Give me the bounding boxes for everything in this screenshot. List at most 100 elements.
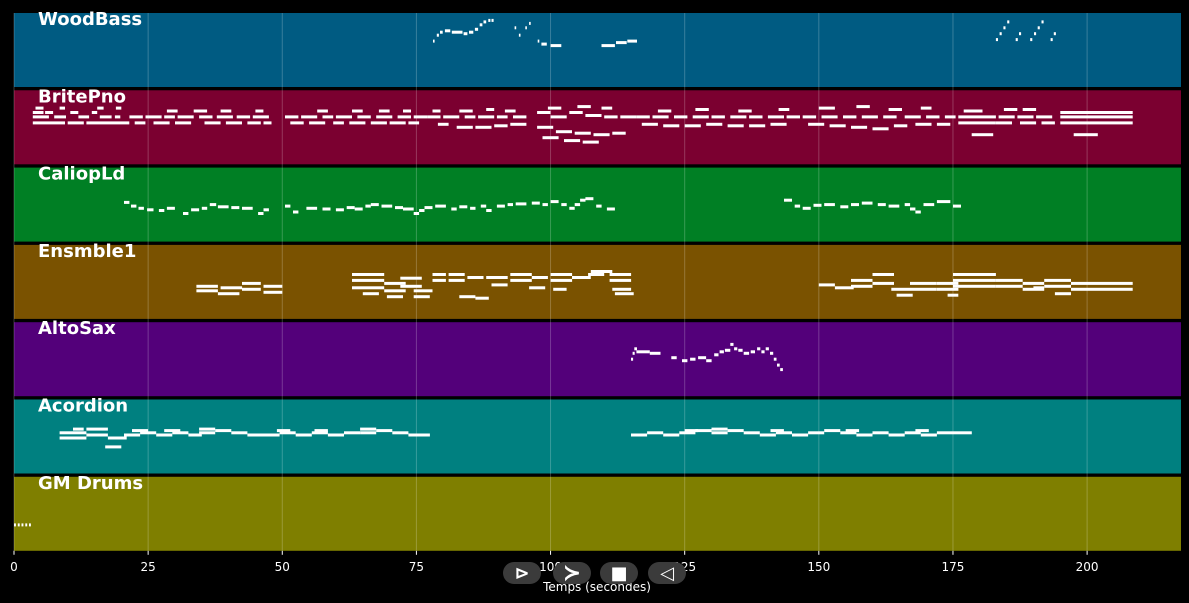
note — [1017, 115, 1034, 119]
note — [247, 433, 264, 437]
track-name-label: BritePno — [38, 86, 126, 107]
note — [1053, 32, 1056, 36]
note — [381, 204, 393, 208]
note — [255, 109, 264, 113]
note — [891, 287, 911, 291]
note — [59, 431, 87, 435]
note — [1034, 32, 1037, 36]
note — [432, 109, 441, 113]
note — [923, 203, 935, 207]
note — [129, 115, 143, 119]
note — [370, 203, 379, 207]
note — [936, 287, 959, 291]
note — [1015, 38, 1018, 42]
play-button[interactable]: ⊳ — [503, 562, 541, 584]
note — [1019, 32, 1022, 36]
note — [550, 273, 573, 276]
note — [627, 39, 637, 43]
note — [403, 109, 411, 113]
note — [510, 122, 527, 126]
note — [963, 109, 983, 113]
note — [352, 286, 385, 290]
note — [679, 431, 696, 435]
x-tick-label: 150 — [807, 560, 830, 574]
note — [542, 203, 548, 207]
note — [32, 121, 65, 125]
note — [322, 207, 331, 211]
note — [936, 200, 951, 204]
note — [877, 203, 886, 207]
note — [384, 289, 406, 293]
note — [86, 433, 108, 437]
note — [158, 209, 165, 212]
note — [97, 106, 104, 110]
note — [999, 32, 1002, 36]
fast-forward-button[interactable]: ≻ — [553, 561, 591, 586]
note — [413, 115, 428, 119]
note — [504, 109, 516, 113]
note — [564, 139, 581, 143]
note — [920, 106, 932, 110]
note — [541, 42, 547, 46]
note — [1007, 20, 1010, 24]
note — [86, 427, 108, 431]
note — [792, 433, 809, 437]
note — [601, 44, 615, 48]
note — [692, 115, 709, 119]
note — [475, 125, 492, 129]
note — [802, 206, 811, 210]
note — [510, 273, 532, 276]
note — [513, 115, 527, 119]
note — [824, 429, 841, 433]
note — [786, 115, 800, 119]
rewind-button[interactable]: ◁ — [648, 562, 686, 584]
note — [285, 115, 299, 119]
note — [196, 289, 218, 293]
note — [507, 203, 513, 207]
note — [166, 109, 178, 113]
note — [813, 203, 822, 207]
note — [91, 111, 98, 114]
note — [910, 287, 937, 291]
note — [436, 33, 439, 37]
note — [971, 133, 994, 137]
note — [177, 115, 194, 119]
note — [936, 281, 959, 285]
note — [464, 115, 476, 119]
note — [392, 431, 409, 435]
note — [285, 204, 291, 208]
note — [432, 278, 446, 282]
note — [953, 204, 961, 208]
note — [808, 431, 825, 435]
note — [448, 278, 465, 282]
stop-button[interactable]: ■ — [600, 562, 638, 584]
note — [131, 204, 137, 208]
play-icon: ⊳ — [514, 562, 530, 584]
note — [306, 206, 318, 210]
note — [386, 295, 403, 299]
note — [1003, 26, 1006, 30]
note — [252, 115, 269, 119]
note — [936, 122, 951, 126]
note — [514, 26, 517, 30]
note — [851, 284, 873, 288]
note — [550, 278, 573, 282]
note — [711, 427, 728, 431]
note — [773, 357, 777, 361]
note — [636, 115, 650, 119]
note — [770, 429, 784, 433]
note — [840, 205, 849, 209]
note — [413, 295, 430, 299]
note — [357, 115, 371, 119]
note — [1030, 38, 1033, 42]
note — [403, 207, 414, 211]
note — [861, 201, 873, 205]
note — [486, 209, 492, 212]
note — [915, 210, 921, 214]
note — [749, 124, 766, 128]
note — [883, 115, 897, 119]
note — [35, 106, 44, 110]
note — [663, 124, 680, 128]
note — [483, 20, 487, 24]
note — [263, 290, 283, 294]
